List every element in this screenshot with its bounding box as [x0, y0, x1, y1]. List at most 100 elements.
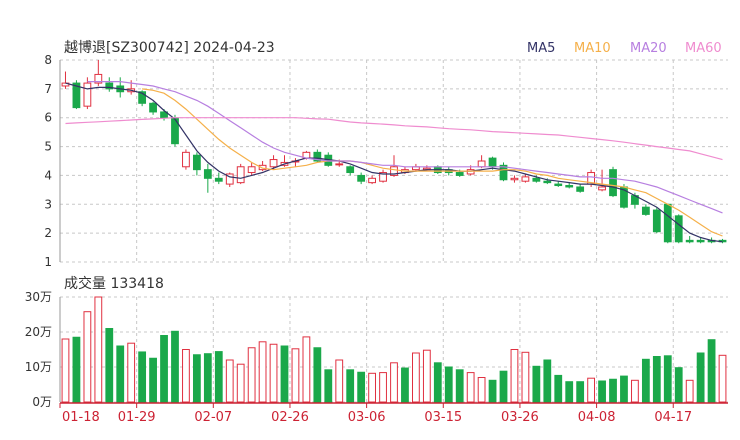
- candle-body: [641, 206, 650, 215]
- volume-bar: [368, 372, 376, 403]
- volume-bar: [214, 351, 223, 403]
- volume-bar: [291, 348, 300, 403]
- volume-bar: [652, 356, 661, 403]
- volume-bar: [401, 367, 409, 403]
- volume-bar: [357, 371, 366, 403]
- volume-bar: [61, 338, 70, 403]
- volume-bar: [641, 358, 650, 403]
- volume-bar: [83, 311, 92, 403]
- candle-body: [521, 176, 530, 182]
- volume-bar: [444, 366, 453, 403]
- candle-body: [192, 154, 201, 171]
- volume-bar: [718, 354, 727, 403]
- volume-bar: [663, 355, 672, 403]
- x-tick-label: 03-26: [501, 410, 539, 425]
- legend-ma60: MA60: [685, 41, 722, 56]
- x-tick-label: 04-17: [654, 410, 692, 425]
- volume-bar: [72, 336, 81, 403]
- volume-bar: [609, 378, 617, 403]
- volume-bar: [477, 377, 486, 403]
- candle-body: [543, 180, 552, 184]
- x-tick-label: 03-06: [348, 410, 386, 425]
- volume-bar: [631, 379, 639, 403]
- price-tick-label: 1: [44, 255, 52, 269]
- volume-bar: [269, 343, 278, 403]
- ma-line-ma10: [142, 88, 723, 237]
- volume-bar: [258, 341, 267, 403]
- candle-body: [357, 174, 366, 182]
- candle-body: [576, 186, 585, 192]
- volume-bar: [324, 369, 333, 403]
- legend-ma5: MA5: [527, 41, 555, 56]
- volume-tick-label: 30万: [25, 290, 52, 304]
- volume-bar: [116, 345, 125, 403]
- x-tick-label: 04-08: [578, 410, 616, 425]
- volume-bar: [182, 349, 190, 403]
- candle-body: [236, 166, 245, 184]
- volume-bar: [171, 330, 179, 403]
- candle-body: [225, 173, 234, 185]
- x-tick-label: 02-07: [194, 410, 232, 425]
- candle-body: [685, 239, 694, 243]
- volume-bar: [379, 372, 387, 403]
- volume-tick-label: 0万: [32, 395, 52, 409]
- candle-body: [94, 73, 103, 84]
- candle-body: [247, 166, 256, 174]
- candle-body: [488, 157, 497, 168]
- candle-body: [674, 215, 683, 243]
- volume-bar: [280, 345, 289, 403]
- volume-bar: [521, 351, 530, 403]
- volume-bar: [707, 339, 716, 403]
- x-tick-label: 01-29: [118, 410, 156, 425]
- candle-body: [138, 91, 147, 104]
- x-tick-label: 02-26: [271, 410, 309, 425]
- x-tick-label: 01-18: [62, 410, 100, 425]
- candle-body: [269, 159, 278, 168]
- volume-tick-label: 10万: [25, 360, 52, 374]
- volume-bar: [346, 369, 355, 403]
- ma-line-ma5: [65, 82, 723, 243]
- candle-body: [149, 102, 157, 113]
- price-panel: 1 2 3 4 5 6 7 8: [44, 53, 728, 402]
- volume-bar: [499, 370, 508, 403]
- candle-body: [477, 160, 486, 168]
- candle-body: [663, 203, 672, 243]
- price-tick-label: 6: [44, 111, 52, 125]
- volume-bar: [532, 365, 541, 403]
- volume-bar: [313, 347, 322, 403]
- candle-body: [214, 177, 223, 182]
- volume-bar: [105, 328, 114, 403]
- candle-body: [510, 177, 519, 181]
- price-tick-label: 8: [44, 53, 52, 67]
- volume-title: 成交量 133418: [64, 275, 164, 292]
- price-tick-label: 5: [44, 140, 52, 154]
- ma-line-ma20: [87, 81, 723, 214]
- volume-bar: [127, 342, 136, 403]
- candle-body: [105, 82, 114, 90]
- chart-title: 越博退[SZ300742] 2024-04-23: [64, 39, 275, 56]
- price-tick-label: 7: [44, 82, 52, 96]
- candle-body: [598, 186, 606, 191]
- candle-body: [72, 82, 81, 109]
- legend-ma20: MA20: [630, 41, 667, 56]
- candle-body: [609, 169, 617, 197]
- volume-bar: [674, 367, 683, 403]
- candle-body: [346, 166, 355, 174]
- volume-bar: [488, 379, 497, 403]
- candle-body: [390, 166, 398, 176]
- candle-body: [313, 151, 322, 162]
- volume-tick-label: 20万: [25, 325, 52, 339]
- volume-bar: [160, 335, 168, 403]
- price-tick-label: 4: [44, 168, 52, 182]
- volume-bar: [94, 296, 103, 403]
- candle-body: [182, 151, 190, 168]
- volume-bar: [390, 362, 398, 403]
- volume-bar: [433, 362, 442, 403]
- candle-body: [565, 185, 574, 188]
- candle-body: [203, 169, 212, 179]
- volume-bar: [576, 381, 585, 403]
- volume-bar: [203, 353, 212, 403]
- volume-bar: [422, 349, 431, 403]
- price-tick-label: 2: [44, 226, 52, 240]
- volume-bar: [510, 349, 519, 403]
